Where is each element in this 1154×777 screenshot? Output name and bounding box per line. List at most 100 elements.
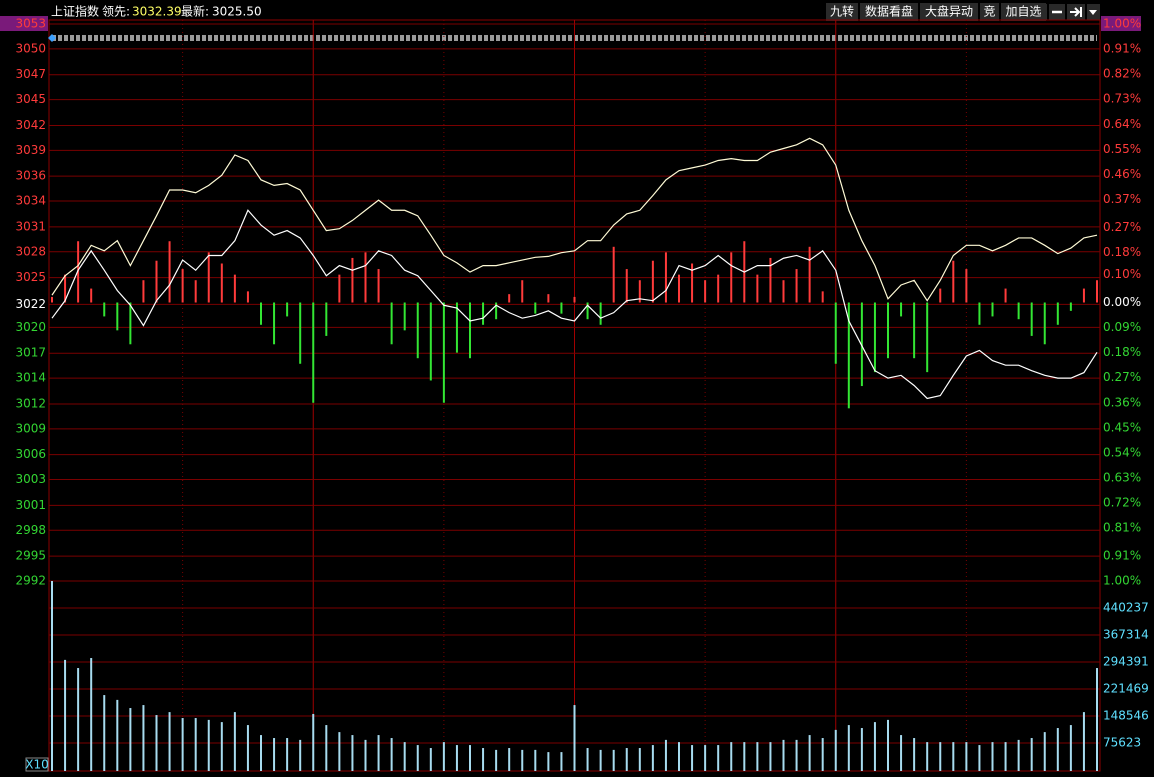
multiplier-box [25, 757, 49, 772]
volume-bar [756, 742, 759, 771]
toolbar-button[interactable] [860, 3, 918, 21]
volume-bar [455, 745, 458, 771]
volume-bar [351, 735, 354, 771]
volume-bar [965, 742, 968, 771]
change-bar [704, 280, 707, 303]
multiplier-label: X10 [25, 758, 49, 772]
change-bar [51, 296, 53, 303]
volume-bar [286, 738, 289, 771]
volume-bar [390, 738, 393, 771]
change-bar [155, 260, 158, 303]
change-bar [403, 302, 406, 331]
change-bar [573, 296, 576, 303]
change-bar [808, 246, 811, 303]
y2-tick-label: 0.82% [1103, 67, 1141, 81]
change-bar [377, 269, 380, 303]
index-name: 上证指数 [51, 4, 99, 19]
change-bar [455, 302, 458, 353]
volume-bar [77, 668, 80, 771]
change-bar [142, 280, 145, 303]
change-bar [612, 246, 615, 303]
change-bar [286, 302, 289, 317]
volume-tick-label: 367314 [1103, 627, 1149, 641]
volume-bar [429, 748, 432, 771]
change-bar [312, 302, 315, 403]
volume-bar [273, 738, 276, 771]
volume-bar [442, 742, 445, 771]
volume-bar [717, 745, 720, 771]
change-bar [534, 302, 537, 314]
volume-bar [469, 745, 471, 771]
y2-tick-label: 1.00% [1103, 574, 1141, 588]
y-tick-label: 3031 [15, 219, 46, 233]
y2-tick-label: 0.54% [1103, 445, 1141, 459]
change-bar [129, 302, 132, 345]
y-tick-label: 3025 [15, 270, 46, 284]
volume-bar [233, 712, 236, 771]
volume-bar [155, 715, 158, 771]
volume-bar [638, 748, 641, 771]
volume-bar [142, 705, 145, 771]
change-bar [508, 294, 511, 303]
change-bar [860, 302, 863, 387]
volume-bar [743, 742, 746, 771]
volume-bar [64, 659, 67, 771]
toolbar-button-label[interactable]: 加自选 [1005, 5, 1041, 19]
volume-bar [338, 732, 341, 771]
volume-bar [847, 725, 850, 771]
labels: 3053 3050 3047 3045 3042 3039 3036 3034 3031 3028… [0, 16, 1149, 772]
toolbar-button[interactable] [1001, 3, 1046, 21]
y-tick-label: 3020 [15, 320, 46, 334]
toolbar-button-label[interactable]: 竞 [983, 5, 995, 19]
grid [49, 20, 1100, 771]
tick-highlight [0, 16, 48, 31]
change-bar [1082, 288, 1085, 303]
change-bar [1069, 302, 1072, 311]
volume-bar [1030, 738, 1033, 771]
menu-icon [1089, 10, 1097, 15]
jump-icon [1070, 7, 1082, 17]
volume-bar [521, 749, 524, 771]
toolbar-button-label[interactable]: 大盘异动 [925, 4, 973, 19]
volume-bar [678, 742, 680, 771]
lead-value: 3032.39 [132, 5, 182, 19]
change-bar [429, 302, 432, 381]
volume-bar [599, 749, 602, 771]
change-bar [220, 263, 223, 303]
change-bar [482, 302, 485, 325]
y2-tick-label: 0.10% [1103, 267, 1141, 281]
change-bar [325, 302, 328, 336]
volume-bar [834, 729, 837, 771]
scroll-handle [48, 34, 56, 42]
volume-bar [939, 742, 942, 771]
toolbar-button-label[interactable]: 九转 [830, 4, 854, 19]
change-bar [965, 269, 968, 303]
change-bar [730, 252, 733, 303]
y-tick-label: 3045 [15, 92, 46, 106]
volume-tick-label: 75623 [1103, 735, 1141, 749]
change-bar [207, 252, 210, 303]
change-bar [521, 280, 524, 303]
change-bar [638, 280, 641, 303]
volume-bar [625, 748, 628, 771]
change-bar [1096, 280, 1098, 303]
volume-bar [991, 742, 994, 771]
y-tick-label: 3006 [15, 447, 46, 461]
y2-tick-label: 0.81% [1103, 521, 1141, 535]
volume-bar [90, 658, 93, 771]
volume-bar [691, 745, 694, 771]
volume-bar [730, 742, 733, 771]
change-bar [90, 288, 93, 303]
toolbar-button-label[interactable]: 数据看盘 [865, 4, 913, 19]
change-bar [1030, 302, 1033, 336]
volume-tick-label: 440237 [1103, 600, 1149, 614]
volume-bar [900, 735, 903, 771]
toolbar-button[interactable] [980, 3, 999, 21]
y2-tick-label: 0.09% [1103, 320, 1141, 334]
toolbar-button[interactable] [826, 3, 858, 21]
volume-bar [51, 581, 53, 771]
y2-tick-label: 0.91% [1103, 548, 1141, 562]
toolbar-button[interactable] [920, 3, 978, 21]
change-bar [560, 302, 563, 314]
